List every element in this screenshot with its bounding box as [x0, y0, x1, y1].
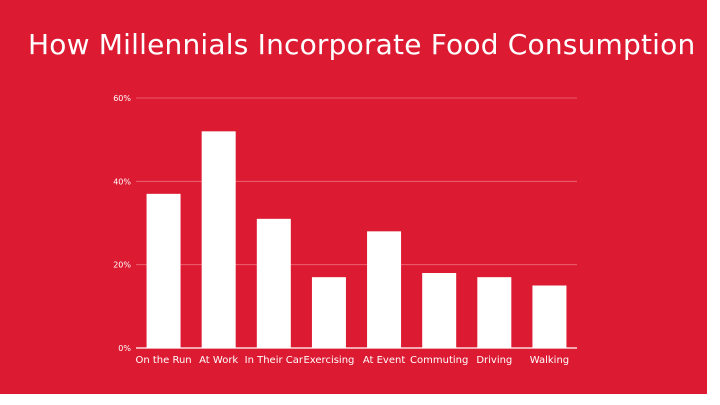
bar	[532, 285, 567, 348]
chart-bars	[146, 131, 567, 348]
slide-title: How Millennials Incorporate Food Consump…	[28, 28, 696, 61]
slide-background: How Millennials Incorporate Food Consump…	[0, 0, 707, 394]
bar	[201, 131, 236, 348]
y-axis-ticks: 0% 20% 40% 60%	[113, 94, 131, 353]
x-axis-labels: On the Run At Work In Their Car Exercising A…	[135, 355, 569, 366]
x-tick-label: At Event	[363, 355, 405, 366]
x-tick-label: Driving	[476, 355, 512, 366]
y-tick-label: 60%	[113, 94, 131, 103]
x-tick-label: At Work	[199, 355, 238, 366]
x-tick-label: Walking	[530, 355, 569, 366]
x-tick-label: On the Run	[135, 355, 191, 366]
y-tick-label: 0%	[118, 344, 131, 353]
bar	[367, 231, 402, 348]
x-tick-label: Commuting	[410, 355, 468, 366]
bar	[422, 273, 457, 348]
bar	[256, 218, 291, 348]
bar	[146, 193, 181, 348]
bar	[477, 277, 512, 348]
x-tick-label: Exercising	[303, 355, 354, 366]
y-tick-label: 20%	[113, 261, 131, 270]
y-tick-label: 40%	[113, 177, 131, 186]
bar	[311, 277, 346, 348]
x-tick-label: In Their Car	[245, 355, 304, 366]
